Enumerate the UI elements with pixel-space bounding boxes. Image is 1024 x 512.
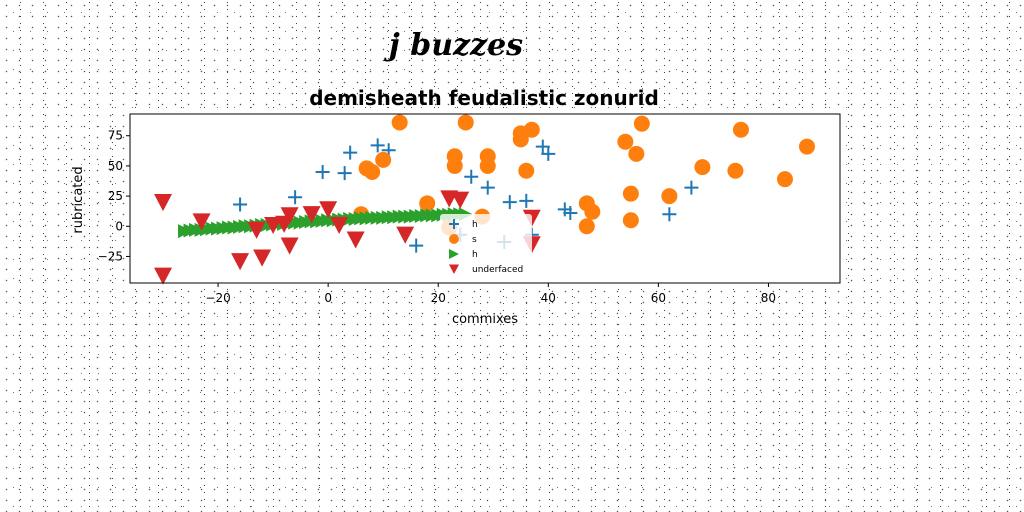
legend-label: h: [472, 220, 478, 230]
data-point: [370, 138, 385, 153]
data-point: [253, 249, 272, 267]
data-point: [628, 145, 645, 162]
legend-marker: [449, 234, 459, 244]
data-point: [337, 166, 352, 181]
x-tick-label: 40: [541, 291, 556, 305]
data-point: [302, 206, 321, 224]
plot-frame: [129, 113, 841, 284]
data-point: [419, 195, 436, 212]
data-point: [451, 191, 470, 209]
legend-marker: [449, 249, 459, 259]
data-point: [280, 237, 299, 255]
series-0: [233, 138, 699, 253]
data-point: [727, 162, 744, 179]
data-point: [264, 216, 283, 235]
data-point: [247, 221, 266, 239]
data-point: [446, 157, 463, 174]
data-point: [288, 190, 303, 205]
data-point: [280, 207, 299, 225]
y-tick-label: −25: [98, 249, 123, 263]
legend-label: underfaced: [472, 265, 523, 275]
x-tick-label: 20: [431, 291, 446, 305]
data-point: [519, 193, 534, 208]
data-point: [231, 253, 250, 271]
data-point: [541, 146, 556, 161]
y-tick-label: 50: [108, 159, 123, 173]
data-point: [396, 226, 415, 244]
legend-box: [440, 214, 532, 276]
x-axis-label: commixes: [452, 312, 518, 327]
data-point: [512, 131, 529, 148]
legend-label: h: [472, 250, 478, 260]
y-axis-label: rubricated: [71, 166, 86, 233]
data-point: [457, 114, 474, 131]
data-point: [617, 133, 634, 150]
x-tick-label: 80: [761, 291, 776, 305]
data-point: [694, 159, 711, 176]
data-point: [364, 163, 381, 180]
data-point: [391, 114, 408, 131]
chart-title: demisheath feudalistic zonurid: [309, 86, 659, 110]
data-point: [479, 148, 496, 165]
legend-label: s: [472, 235, 477, 245]
data-point: [732, 121, 749, 138]
data-point: [315, 164, 330, 179]
data-point: [523, 121, 540, 138]
data-point: [518, 162, 535, 179]
data-point: [409, 238, 424, 253]
series-3: [154, 190, 541, 285]
data-point: [192, 213, 211, 231]
data-point: [464, 169, 479, 184]
data-point: [776, 171, 793, 188]
data-point: [154, 194, 173, 212]
data-point: [684, 180, 699, 195]
data-point: [480, 180, 495, 195]
y-tick-label: 25: [108, 189, 123, 203]
data-point: [375, 151, 392, 168]
data-point: [622, 185, 639, 202]
data-point: [330, 216, 349, 235]
data-point: [343, 145, 358, 160]
data-point: [346, 231, 365, 249]
data-point: [622, 212, 639, 229]
data-point: [502, 195, 517, 210]
data-point: [661, 188, 678, 205]
data-point: [154, 267, 173, 285]
figure-supertitle: j buzzes: [384, 28, 523, 63]
legend: hsh underfaced: [440, 214, 532, 276]
data-point: [798, 138, 815, 155]
y-axis: −25 0 25 50 75: [98, 129, 130, 263]
x-tick-label: −20: [205, 291, 230, 305]
data-point: [563, 205, 578, 220]
data-point: [319, 201, 338, 219]
data-point: [584, 203, 601, 220]
legend-marker: [449, 264, 459, 274]
data-point: [633, 115, 650, 132]
legend-marker: [449, 219, 459, 229]
x-tick-label: 0: [324, 291, 332, 305]
data-point: [662, 207, 677, 222]
data-point: [535, 139, 550, 154]
y-tick-label: 0: [115, 219, 123, 233]
y-tick-label: 75: [108, 129, 123, 143]
x-tick-label: 60: [651, 291, 666, 305]
x-axis: −20 0 20 40 60 80: [205, 283, 776, 305]
data-point: [233, 197, 248, 212]
data-point: [578, 218, 595, 235]
series-1: [353, 114, 815, 236]
